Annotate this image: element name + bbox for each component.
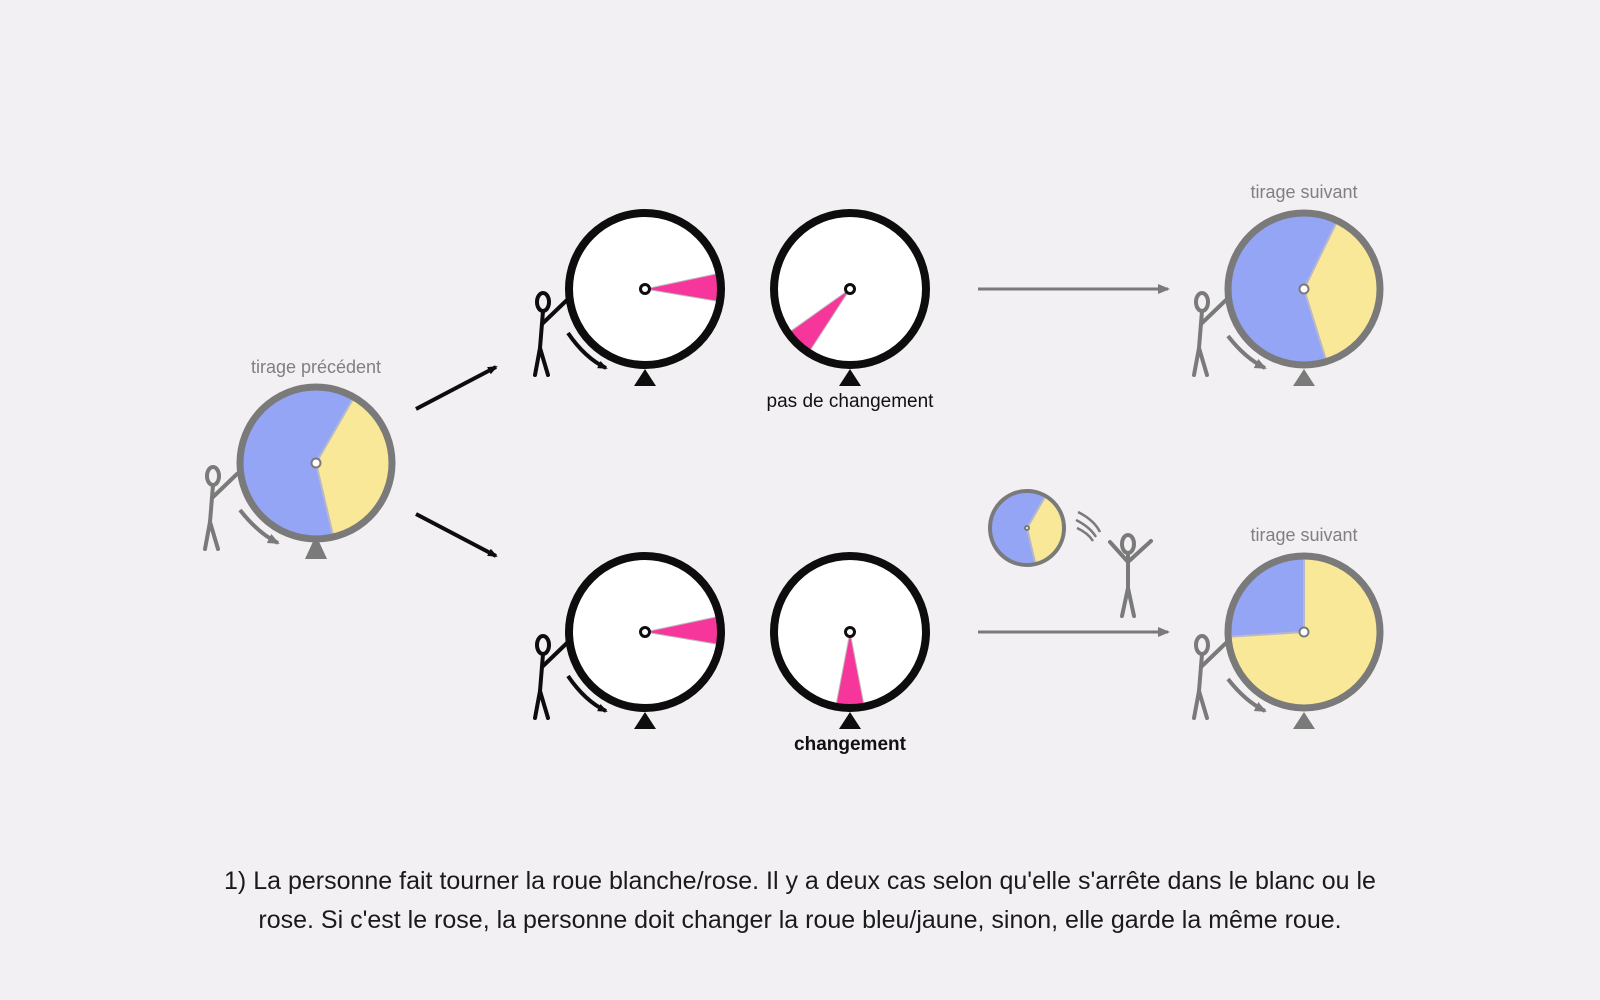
wheel-next-blue-yellow [1224, 209, 1384, 369]
wheel-rim [1224, 552, 1384, 712]
stick-figure-icon [533, 634, 569, 720]
pointer-triangle-icon [839, 369, 861, 386]
wheel-rim [770, 552, 930, 712]
wheel-next-blue-yellow [1224, 552, 1384, 712]
wheel-result-white [770, 209, 930, 369]
stick-figure-icon [533, 291, 569, 377]
rotation-arrow-icon [566, 674, 608, 713]
label-previous-draw: tirage précédent [251, 357, 381, 377]
pointer-triangle-icon [305, 535, 327, 559]
wheel-hub [1298, 626, 1310, 638]
wheel-rim [1224, 209, 1384, 369]
wheel-previous-blue-yellow [236, 383, 396, 543]
wheel-rim [565, 552, 725, 712]
branch-arrow-top [415, 365, 498, 411]
pointer-triangle-icon [634, 369, 656, 386]
wheel-rim [770, 209, 930, 369]
wheel-rim [565, 209, 725, 369]
stick-figure-icon [1192, 291, 1228, 377]
wheel-spin-white-pink [565, 209, 725, 369]
wheel-spin-white-pink [565, 552, 725, 712]
label-next-draw-bottom: tirage suivant [1250, 525, 1357, 545]
wheel-hub [639, 626, 651, 638]
caption-line-2: rose. Si c'est le rose, la personne doit… [258, 906, 1342, 934]
wheel-hub [639, 283, 651, 295]
wheel-hub [310, 457, 322, 469]
label-next-draw-top: tirage suivant [1250, 182, 1357, 202]
caption: 1) La personne fait tourner la roue blan… [140, 862, 1460, 940]
rotation-arrow-icon [566, 331, 608, 370]
wheel-rim [988, 489, 1066, 567]
wheel-discarded-blue-yellow [988, 489, 1066, 567]
wheel-hub [844, 283, 856, 295]
stick-figure-icon [1192, 634, 1228, 720]
wheel-result-pink [770, 552, 930, 712]
rotation-arrow-icon [1226, 677, 1267, 713]
pointer-triangle-icon [1293, 369, 1315, 386]
label-no-change: pas de changement [767, 391, 935, 412]
branch-arrow-bottom [415, 512, 498, 558]
stick-figure-throwing-icon [1108, 533, 1153, 618]
wheel-hub [844, 626, 856, 638]
pointer-triangle-icon [1293, 712, 1315, 729]
pointer-triangle-icon [634, 712, 656, 729]
throw-motion-icon [1075, 510, 1102, 542]
wheel-hub [1298, 283, 1310, 295]
rotation-arrow-icon [238, 508, 280, 545]
pointer-triangle-icon [839, 712, 861, 729]
rotation-arrow-icon [1226, 334, 1267, 370]
stick-figure-icon [203, 465, 239, 551]
caption-line-1: 1) La personne fait tourner la roue blan… [224, 867, 1376, 895]
label-change: changement [794, 734, 907, 755]
wheel-hub [1024, 525, 1030, 531]
